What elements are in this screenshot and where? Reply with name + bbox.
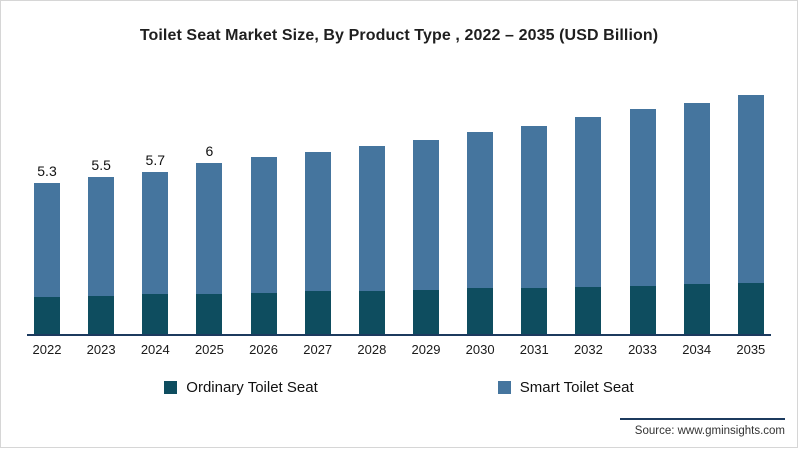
bar-column-2026 [244,137,284,334]
bar-2022 [34,182,60,334]
bar-data-label-2033 [641,89,645,106]
segment-smart-2029 [412,140,439,290]
bar-column-2032 [568,97,608,334]
bar-data-label-2030 [478,112,482,129]
segment-ordinary-2026 [250,292,277,334]
bar-column-2031 [514,106,554,334]
bar-column-2025: 6 [189,143,229,334]
bar-2028 [358,145,385,334]
x-axis-labels: 2022 2023 2024 2025 2026 2027 2028 2029 2030 2031… [27,342,771,357]
bar-data-label-2031 [532,106,536,123]
bar-data-label-2028 [370,126,374,143]
plot-wrap: 5.3 5.5 5.7 6 2022 2023 2024 2025 2026 2027 2028 2… [27,71,771,361]
bar-data-label-2027 [316,132,320,149]
bar-data-label-2032 [586,97,590,114]
bar-2024 [142,171,169,334]
segment-smart-2033 [629,108,656,286]
bar-data-label-2025: 6 [205,143,214,160]
segment-smart-2026 [250,157,277,293]
segment-smart-2034 [683,103,710,285]
x-tick-2030: 2030 [465,342,495,357]
legend: Ordinary Toilet Seat Smart Toilet Seat [1,379,797,396]
bar-2033 [629,108,656,334]
segment-ordinary-2034 [683,284,710,334]
segment-smart-2023 [88,177,115,296]
segment-smart-2025 [196,163,223,295]
bar-column-2035 [731,75,771,334]
segment-smart-2031 [521,125,548,289]
segment-ordinary-2023 [88,295,115,334]
plot-area: 5.3 5.5 5.7 6 [27,71,771,336]
bar-data-label-2035 [749,75,753,92]
x-tick-2032: 2032 [573,342,603,357]
x-tick-2027: 2027 [303,342,333,357]
segment-smart-2032 [575,117,602,287]
bar-2031 [521,125,548,334]
x-tick-2034: 2034 [682,342,712,357]
bar-column-2029 [406,120,446,334]
segment-ordinary-2033 [629,285,656,334]
segment-ordinary-2024 [142,294,169,334]
segment-ordinary-2028 [358,291,385,334]
segment-smart-2028 [358,145,385,292]
ordinary-swatch-icon [164,381,178,394]
bar-2027 [304,151,331,334]
bar-column-2024: 5.7 [135,152,175,334]
bar-column-2034 [677,83,717,334]
segment-ordinary-2025 [196,294,223,334]
bar-2032 [575,117,602,334]
source-attribution: Source: www.gminsights.com [620,418,785,437]
segment-ordinary-2035 [737,282,764,334]
bar-column-2030 [460,112,500,334]
bar-column-2033 [623,89,663,334]
bar-data-label-2022: 5.3 [37,162,57,179]
legend-label-smart: Smart Toilet Seat [519,379,634,396]
bar-data-label-2023: 5.5 [91,157,111,174]
bar-column-2022: 5.3 [27,163,67,334]
bar-data-label-2024: 5.7 [145,151,166,168]
chart-title: Toilet Seat Market Size, By Product Type… [139,27,659,44]
bar-2025 [196,163,223,334]
bar-column-2023: 5.5 [81,157,121,334]
x-tick-2024: 2024 [140,342,170,357]
smart-swatch-icon [497,381,511,394]
segment-ordinary-2031 [521,288,548,334]
segment-ordinary-2022 [34,296,60,334]
bar-2030 [467,131,494,334]
bar-2034 [683,103,710,334]
segment-smart-2022 [34,182,60,297]
segment-ordinary-2027 [304,291,331,334]
x-tick-2035: 2035 [736,342,766,357]
legend-label-ordinary: Ordinary Toilet Seat [186,379,318,396]
segment-smart-2030 [467,131,494,289]
bar-column-2027 [298,132,338,334]
x-tick-2022: 2022 [32,342,62,357]
legend-item-smart: Smart Toilet Seat [497,379,634,396]
x-tick-2026: 2026 [249,342,279,357]
segment-ordinary-2030 [467,288,494,334]
bar-2023 [88,177,115,334]
legend-item-ordinary: Ordinary Toilet Seat [164,379,318,396]
bar-column-2028 [352,126,392,334]
segment-smart-2027 [304,151,331,292]
segment-ordinary-2029 [412,289,439,334]
segment-ordinary-2032 [575,286,602,334]
x-tick-2031: 2031 [519,342,549,357]
x-tick-2023: 2023 [86,342,116,357]
segment-smart-2024 [142,171,169,295]
bar-2029 [412,140,439,334]
bar-data-label-2029 [424,120,428,137]
bar-2035 [737,94,764,334]
x-tick-2025: 2025 [194,342,224,357]
x-tick-2029: 2029 [411,342,441,357]
x-tick-2033: 2033 [628,342,657,357]
bar-2026 [250,157,277,334]
bar-data-label-2034 [695,83,699,100]
segment-smart-2035 [737,94,764,283]
bar-data-label-2026 [262,137,266,154]
x-tick-2028: 2028 [357,342,387,357]
